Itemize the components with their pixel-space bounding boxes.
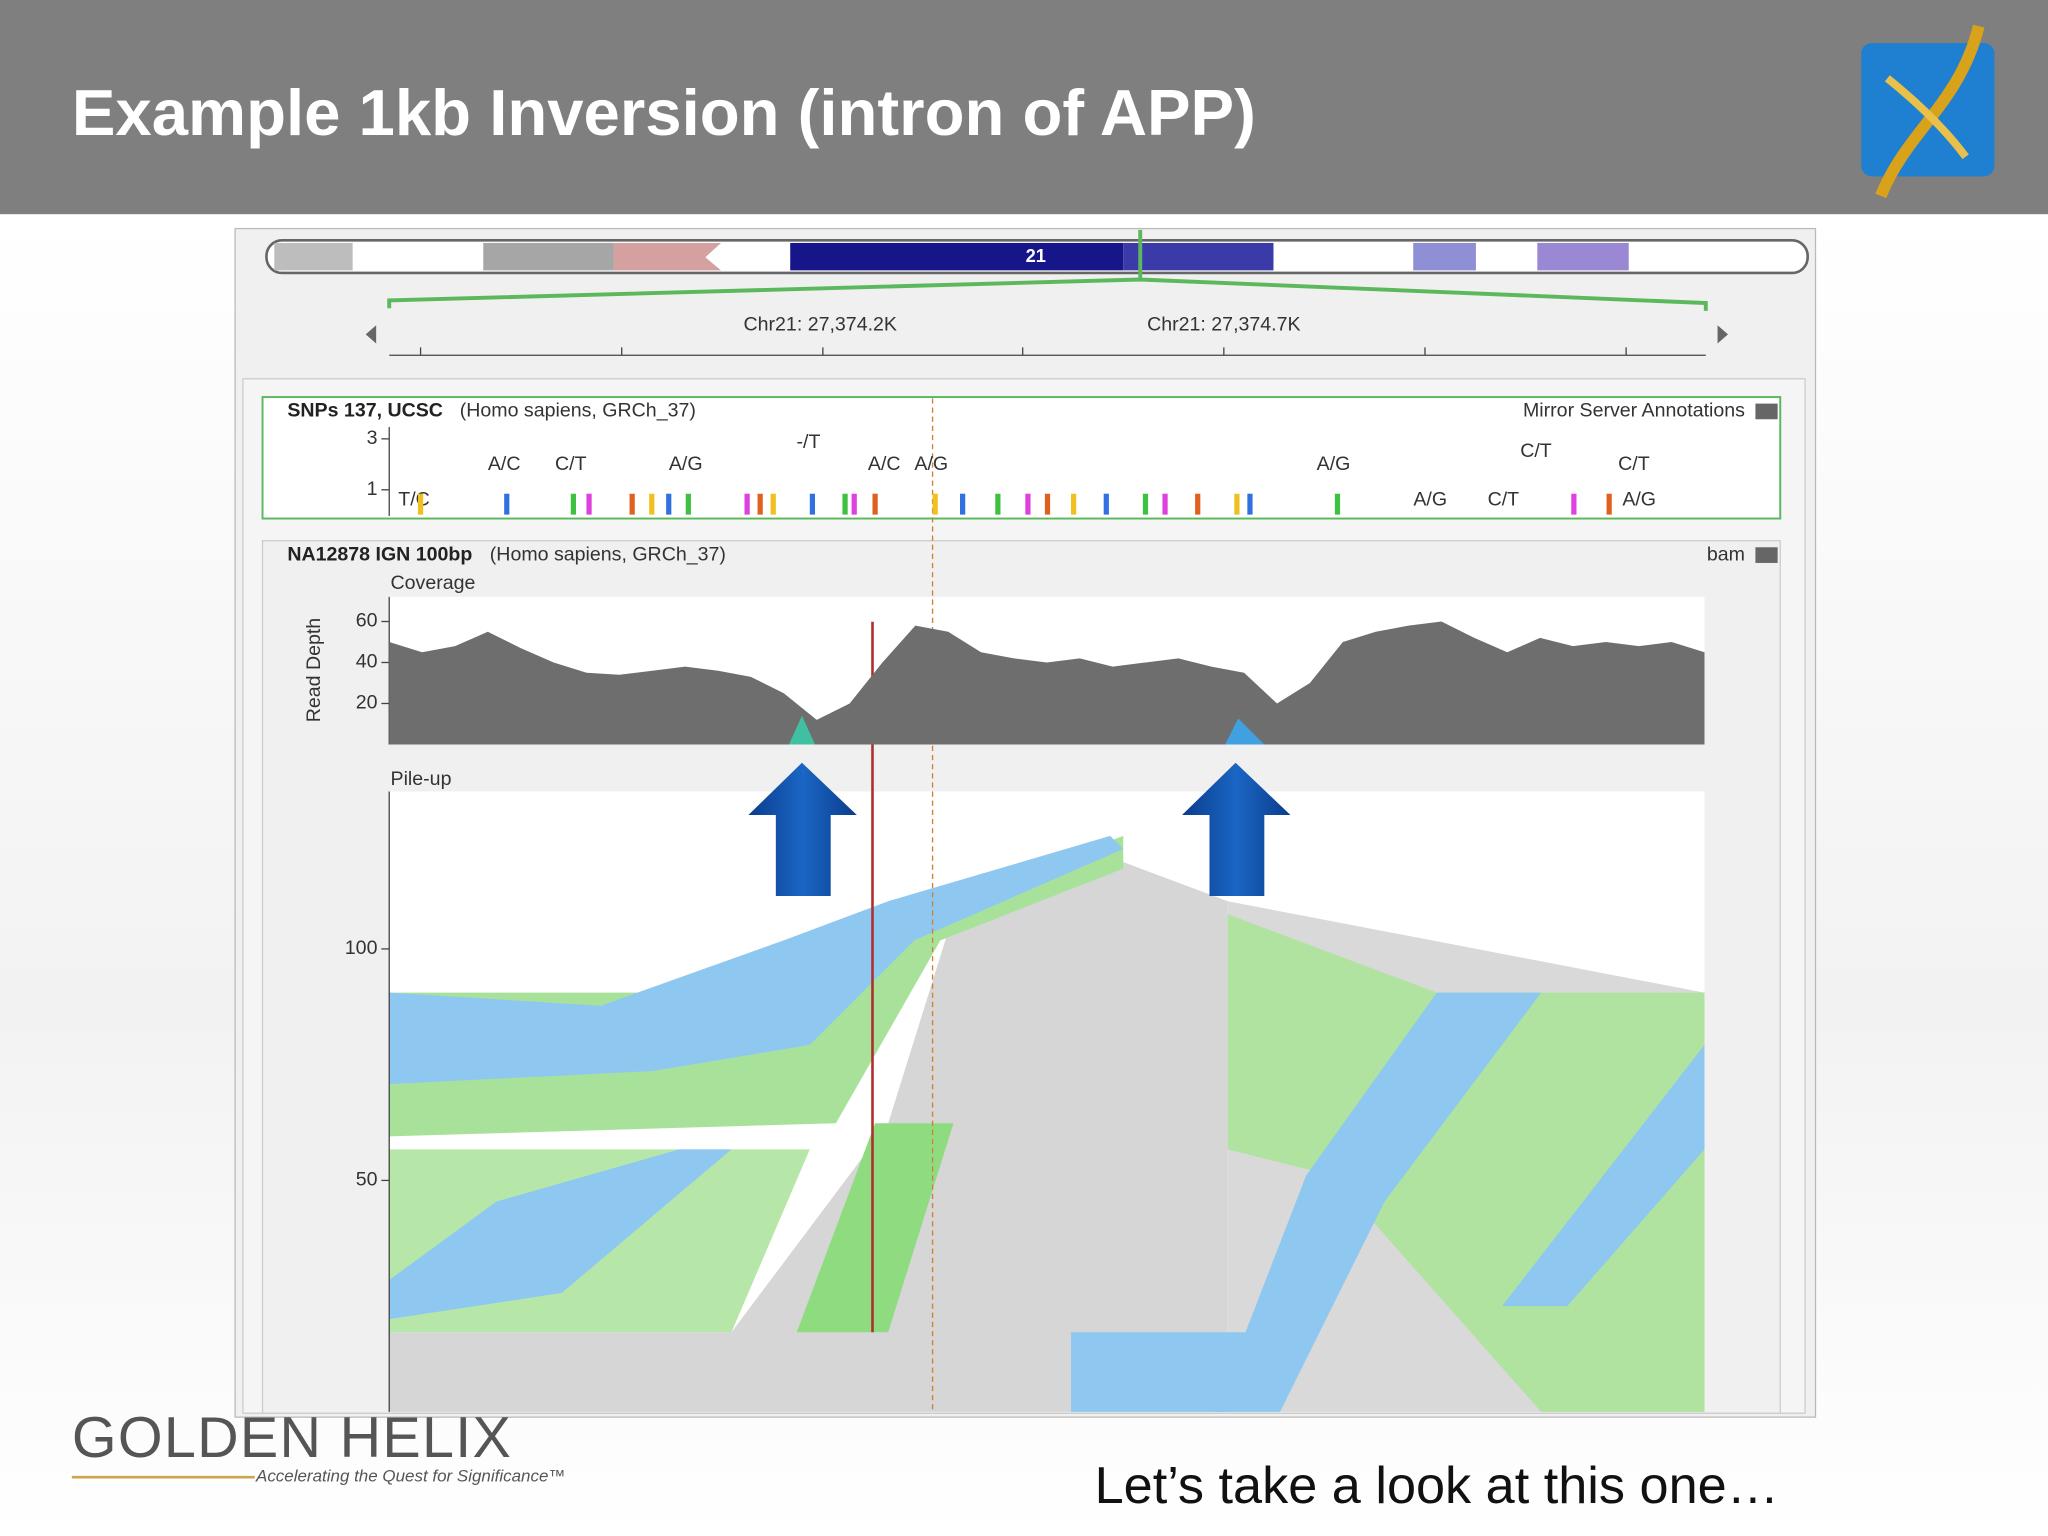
coverage-peak	[788, 715, 816, 745]
snp-marker	[1334, 493, 1341, 515]
y-tick-label: 50	[356, 1169, 378, 1191]
coverage-title: Coverage	[391, 572, 476, 594]
snp-marker	[570, 493, 576, 515]
chromosome-ideogram	[265, 229, 1809, 311]
snp-label: C/T	[1618, 453, 1650, 475]
ruler	[365, 325, 1728, 356]
snp-label: C/T	[1488, 488, 1520, 510]
annotation-arrows	[748, 762, 1291, 896]
y-tick-label: 60	[356, 610, 378, 632]
track-source: (Homo sapiens, GRCh_37)	[490, 543, 726, 565]
snp-label: T/C	[398, 488, 430, 510]
snp-marker	[960, 493, 966, 515]
snp-marker	[1162, 493, 1168, 515]
ruler-label: Chr21: 27,374.2K	[744, 313, 897, 335]
snp-marker	[809, 493, 816, 515]
snp-label: A/G	[669, 453, 703, 475]
folder-icon[interactable]	[1755, 547, 1778, 563]
snp-label: C/T	[1520, 440, 1552, 462]
snp-marker	[1234, 493, 1240, 515]
snp-label: -/T	[797, 431, 821, 453]
snp-marker	[685, 493, 691, 515]
snp-marker	[1025, 493, 1031, 515]
header-bar	[0, 0, 2048, 215]
caption: Let’s take a look at this one…	[1095, 1457, 1779, 1515]
y-tick-label: 100	[345, 937, 378, 959]
snp-label: A/C	[488, 453, 521, 475]
snp-marker	[1571, 493, 1577, 515]
track-name: SNPs 137, UCSC	[287, 400, 443, 422]
slide-title: Example 1kb Inversion (intron of APP)	[72, 76, 1256, 149]
snp-label: A/G	[1622, 488, 1656, 510]
y-tick-label: 1	[367, 478, 378, 500]
y-tick-label: 20	[356, 692, 378, 714]
snp-label: A/G	[914, 453, 948, 475]
scroll-left[interactable]	[365, 325, 377, 344]
snp-label: C/T	[555, 453, 587, 475]
logo-name: GOLDEN HELIX	[72, 1406, 512, 1470]
snp-marker	[744, 493, 750, 515]
snp-marker	[1606, 493, 1612, 515]
pileup-title: Pile-up	[391, 768, 452, 790]
y-tick-label: 40	[356, 651, 378, 673]
snp-track	[261, 396, 1782, 520]
snp-marker	[1103, 493, 1109, 515]
snp-label: A/G	[1413, 488, 1447, 510]
logo-icon	[1861, 24, 1995, 199]
snp-marker	[417, 493, 424, 515]
logo-tagline: Accelerating the Quest for Significance™	[255, 1467, 565, 1486]
pileup-plot	[389, 398, 1705, 1412]
snp-marker	[932, 493, 938, 515]
chromosome-label: 21	[1026, 245, 1046, 266]
ruler-label: Chr21: 27,374.7K	[1147, 313, 1300, 335]
snp-marker	[1044, 493, 1051, 515]
snp-marker	[666, 493, 672, 515]
track-name: NA12878 IGN 100bp	[287, 543, 472, 565]
snp-marker	[842, 493, 848, 515]
snp-marker	[1142, 493, 1149, 515]
y-axis-label: Read Depth	[303, 618, 325, 723]
track-group: bam	[1707, 543, 1745, 565]
snp-marker	[851, 493, 857, 515]
snp-marker	[649, 493, 655, 515]
snp-marker	[757, 493, 763, 515]
snp-marker	[586, 493, 592, 515]
snp-marker	[1195, 493, 1201, 515]
track-source: (Homo sapiens, GRCh_37)	[460, 400, 696, 422]
snp-label: A/G	[1317, 453, 1351, 475]
snp-marker	[504, 493, 510, 515]
track-group: Mirror Server Annotations	[1523, 400, 1745, 422]
snp-marker	[629, 493, 635, 515]
snp-marker	[1247, 493, 1253, 515]
snp-label: A/C	[868, 453, 901, 475]
snp-marker	[872, 493, 878, 515]
y-tick-label: 3	[367, 427, 378, 449]
snp-marker	[770, 493, 776, 515]
coverage-area	[389, 621, 1705, 745]
folder-icon[interactable]	[1755, 403, 1778, 420]
snp-marker	[1071, 493, 1077, 515]
scroll-right[interactable]	[1717, 325, 1728, 344]
snp-marker	[995, 493, 1001, 515]
